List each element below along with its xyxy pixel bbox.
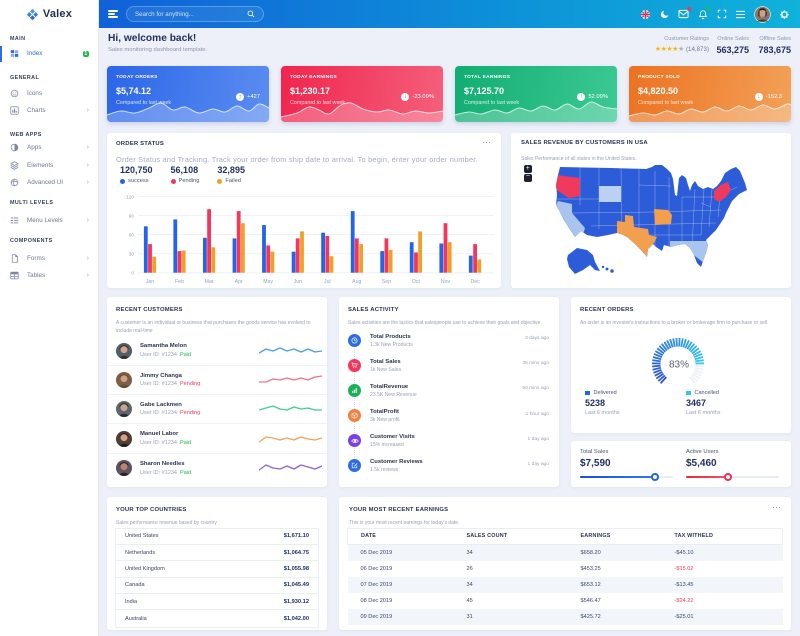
svg-text:0: 0 [131, 271, 134, 277]
svg-text:Nov: Nov [441, 279, 451, 285]
svg-text:May: May [263, 279, 273, 285]
svg-text:120: 120 [126, 195, 134, 201]
svg-text:Dec: Dec [470, 279, 480, 285]
svg-text:Mar: Mar [205, 279, 214, 285]
svg-text:Sep: Sep [382, 279, 391, 285]
svg-text:30: 30 [129, 252, 135, 258]
svg-text:Jun: Jun [294, 279, 302, 285]
svg-text:83%: 83% [669, 360, 689, 371]
svg-text:Apr: Apr [235, 279, 243, 285]
svg-text:90: 90 [129, 214, 135, 220]
svg-text:Aug: Aug [352, 279, 361, 285]
svg-text:Jan: Jan [146, 279, 154, 285]
svg-text:Feb: Feb [175, 279, 184, 285]
svg-text:60: 60 [129, 233, 135, 239]
svg-text:Oct: Oct [412, 279, 421, 285]
svg-text:Jul: Jul [324, 279, 331, 285]
